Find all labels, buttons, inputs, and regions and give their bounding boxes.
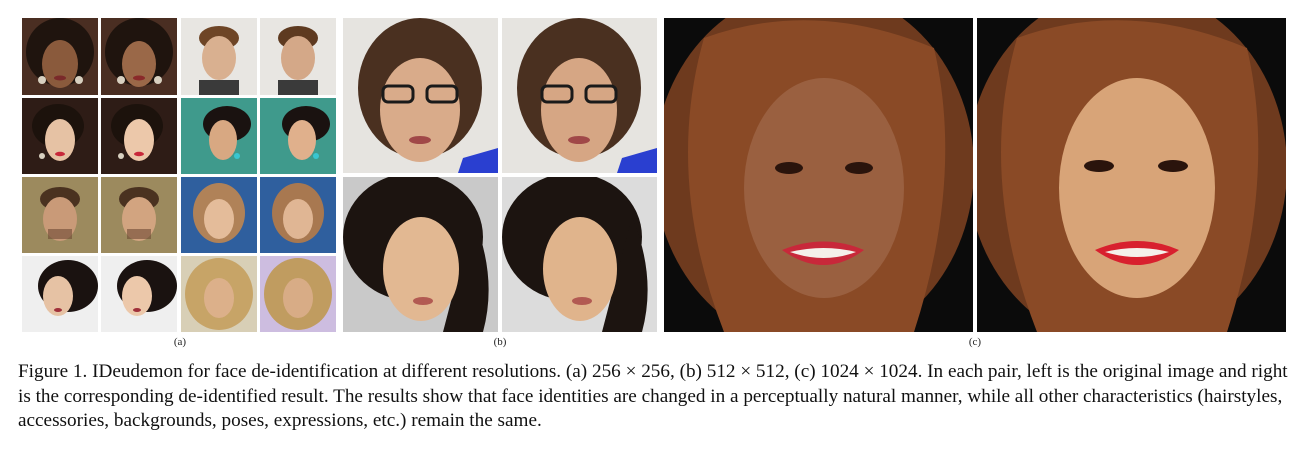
face-image: [101, 177, 177, 253]
face-image: [260, 18, 336, 95]
face-image: [22, 177, 98, 253]
face-image: [260, 256, 336, 332]
face-image: [260, 177, 336, 253]
face-image: [977, 18, 1286, 332]
panel-label: (c): [968, 336, 982, 348]
face-image: [181, 98, 257, 174]
face-image: [101, 256, 177, 332]
face-image: [343, 177, 498, 332]
face-image: [343, 18, 498, 173]
panel-label: (a): [173, 336, 187, 348]
face-image: [22, 18, 98, 95]
figure-1: (a) (b) (c): [22, 18, 1286, 348]
panel-label: (b): [493, 336, 507, 348]
face-image: [181, 18, 257, 95]
face-image: [101, 18, 177, 95]
face-image: [22, 98, 98, 174]
face-image: [181, 177, 257, 253]
face-image: [181, 256, 257, 332]
face-image: [22, 256, 98, 332]
face-image: [260, 98, 336, 174]
face-image: [502, 18, 657, 173]
face-image: [502, 177, 657, 332]
figure-caption: Figure 1. IDeudemon for face de-identifi…: [18, 361, 1288, 431]
face-image: [664, 18, 973, 332]
face-image: [101, 98, 177, 174]
